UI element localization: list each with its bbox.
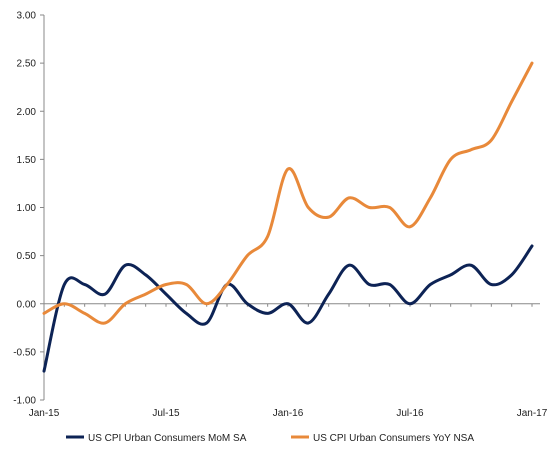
y-tick-label: 3.00 xyxy=(17,11,37,22)
series-lines xyxy=(42,61,534,373)
y-tick-label: 0.00 xyxy=(17,299,37,310)
y-tick-label: 2.50 xyxy=(17,59,37,70)
series-line-yoy xyxy=(42,61,534,325)
legend-yoy: US CPI Urban Consumers YoY NSA xyxy=(291,433,474,444)
x-tick-label: Jul-16 xyxy=(396,408,424,419)
legend: US CPI Urban Consumers MoM SA US CPI Urba… xyxy=(66,433,474,444)
legend-label: US CPI Urban Consumers MoM SA xyxy=(88,433,247,444)
y-axis: 3.00 2.50 2.00 1.50 1.00 0.50 0.00 -0.50 -1.00 xyxy=(13,11,45,407)
legend-label: US CPI Urban Consumers YoY NSA xyxy=(313,433,474,444)
y-tick-label: 2.00 xyxy=(17,107,37,118)
x-tick-label: Jan-16 xyxy=(273,408,304,419)
y-tick-label: 0.50 xyxy=(17,251,37,262)
y-tick-label: -0.50 xyxy=(13,347,36,358)
x-tick-label: Jan-15 xyxy=(29,408,60,419)
y-tick-label: 1.50 xyxy=(17,155,37,166)
x-tick-label: Jul-15 xyxy=(152,408,180,419)
y-tick-label: -1.00 xyxy=(13,396,36,407)
legend-mom: US CPI Urban Consumers MoM SA xyxy=(66,433,247,444)
y-tick-label: 1.00 xyxy=(17,203,37,214)
series-line-mom xyxy=(42,244,534,373)
x-tick-label: Jan-17 xyxy=(517,408,548,419)
